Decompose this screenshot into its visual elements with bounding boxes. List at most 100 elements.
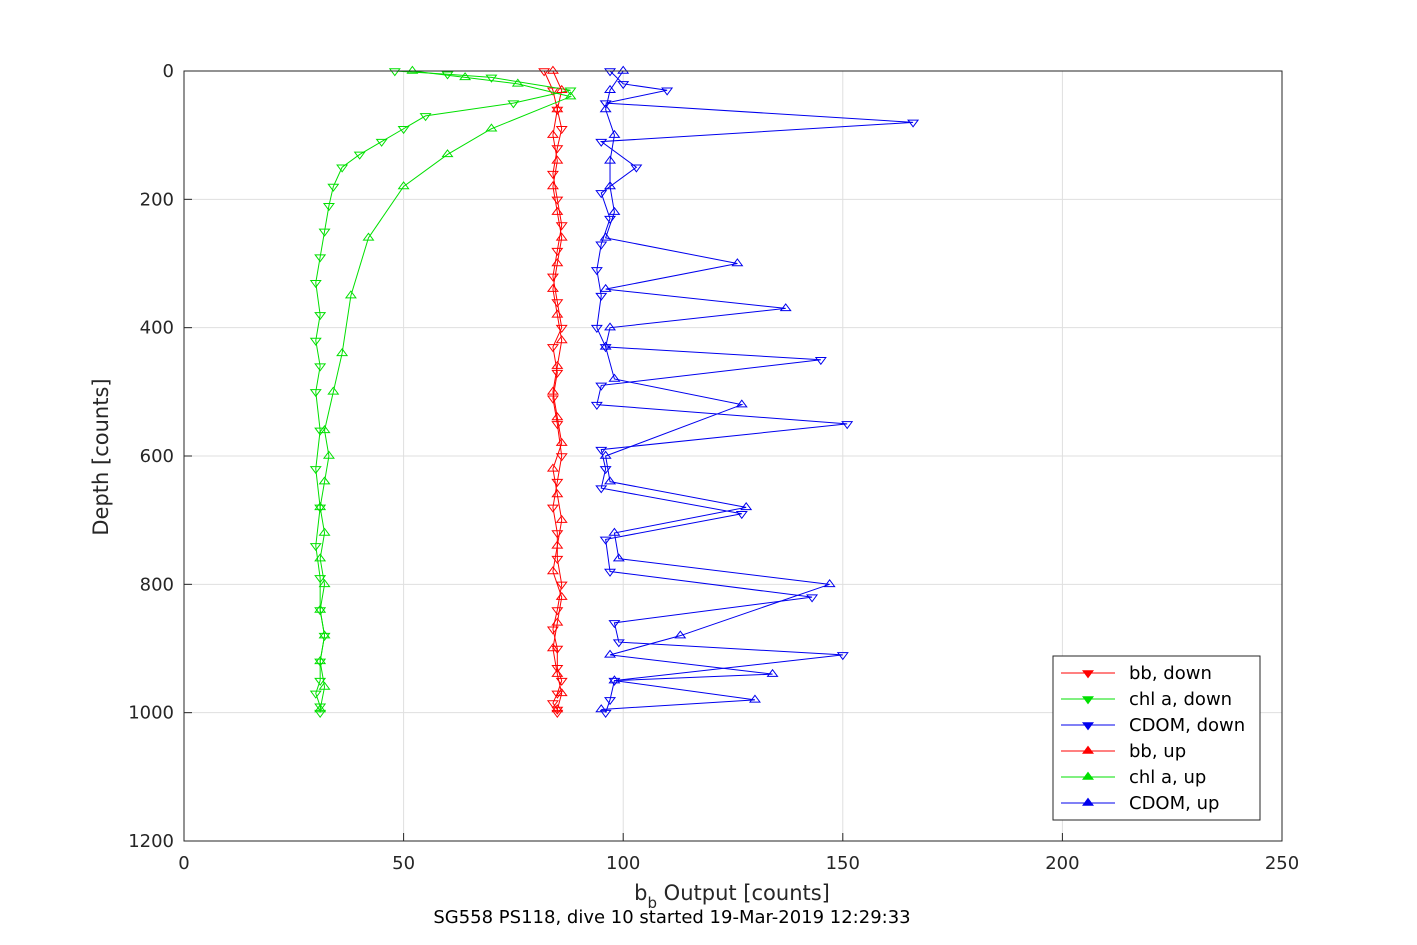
data-point	[314, 604, 327, 613]
data-point	[318, 630, 331, 639]
data-point	[604, 476, 617, 485]
data-point	[608, 373, 621, 382]
data-point	[551, 106, 564, 115]
series-line	[543, 70, 563, 713]
data-point	[564, 87, 577, 96]
data-point	[608, 620, 621, 629]
x-axis-label-rest: Output [counts]	[657, 881, 830, 905]
data-point	[388, 68, 401, 77]
y-axis-ticks: 0 200 400 600 800 1000 1200	[128, 61, 192, 852]
data-point	[314, 312, 327, 321]
data-point	[375, 138, 388, 147]
data-point	[595, 241, 608, 250]
footer-caption: SG558 PS118, dive 10 started 19-Mar-2019…	[433, 907, 910, 928]
data-point	[599, 100, 612, 109]
data-point	[322, 450, 335, 459]
y-tick-label: 0	[163, 61, 174, 82]
data-point	[336, 347, 349, 357]
data-point	[314, 575, 327, 584]
data-point	[555, 84, 568, 93]
data-point	[551, 668, 564, 677]
legend-marker	[1082, 797, 1094, 806]
data-point	[608, 206, 621, 215]
data-point	[551, 489, 564, 498]
data-point	[314, 501, 327, 511]
data-point	[766, 668, 779, 677]
data-point	[551, 704, 564, 713]
data-point	[309, 337, 322, 346]
y-tick-label: 1000	[128, 703, 174, 724]
data-point	[546, 386, 559, 395]
y-tick-label: 1200	[128, 831, 174, 852]
y-tick-label: 800	[140, 574, 174, 595]
data-point	[344, 290, 357, 299]
legend-label: chl a, down	[1129, 689, 1232, 710]
data-point	[595, 485, 608, 494]
data-point	[538, 68, 551, 77]
data-point	[309, 543, 322, 552]
data-point	[318, 681, 331, 690]
data-point	[604, 84, 617, 93]
data-point	[314, 254, 327, 263]
data-point	[318, 476, 331, 485]
data-point	[485, 123, 498, 132]
data-point	[564, 91, 577, 100]
data-point	[595, 382, 608, 391]
data-point	[604, 649, 617, 658]
data-point	[735, 511, 748, 520]
legend-label: CDOM, up	[1129, 793, 1219, 814]
data-point	[555, 126, 568, 135]
data-point	[555, 453, 568, 462]
legend: bb, down chl a, down CDOM, down bb, up chl a…	[1052, 655, 1261, 821]
data-point	[661, 87, 674, 96]
data-point	[309, 690, 322, 699]
data-point	[551, 540, 564, 549]
data-point	[612, 639, 625, 648]
data-point	[546, 463, 559, 472]
data-point	[309, 389, 322, 398]
data-point	[604, 697, 617, 706]
data-point	[617, 81, 630, 90]
data-point	[546, 566, 559, 575]
data-point	[836, 652, 849, 661]
data-point	[459, 72, 472, 81]
data-point	[551, 617, 564, 626]
data-point	[740, 501, 753, 511]
series-3	[546, 65, 568, 713]
data-point	[551, 421, 564, 430]
legend-marker	[1082, 696, 1094, 705]
data-point	[546, 395, 559, 404]
data-point	[806, 594, 819, 603]
data-point	[551, 155, 564, 164]
legend-marker	[1082, 771, 1094, 780]
data-point	[590, 267, 603, 276]
data-point	[546, 129, 559, 138]
data-point	[604, 215, 617, 224]
data-point	[748, 694, 761, 703]
series-line	[596, 70, 914, 713]
data-point	[362, 232, 375, 241]
data-point	[630, 164, 643, 173]
x-axis-ticks: 0 50 100 150 200 250	[178, 833, 1299, 874]
legend-label: bb, down	[1129, 663, 1212, 684]
data-point	[595, 292, 608, 301]
data-point	[551, 709, 564, 719]
data-point	[595, 446, 608, 455]
data-point	[322, 203, 335, 212]
x-tick-label: 250	[1265, 853, 1299, 874]
data-point	[314, 655, 327, 665]
data-point	[841, 421, 854, 430]
data-point	[604, 181, 617, 190]
data-point	[406, 65, 419, 74]
y-tick-label: 400	[140, 318, 174, 339]
legend-box	[1052, 655, 1261, 821]
data-point	[485, 74, 498, 83]
data-point	[599, 536, 612, 545]
data-point	[590, 324, 603, 334]
data-point	[314, 363, 327, 372]
data-point	[551, 258, 564, 267]
data-point	[599, 232, 612, 241]
data-point	[353, 151, 366, 160]
data-point	[555, 232, 568, 241]
data-point	[318, 228, 331, 237]
